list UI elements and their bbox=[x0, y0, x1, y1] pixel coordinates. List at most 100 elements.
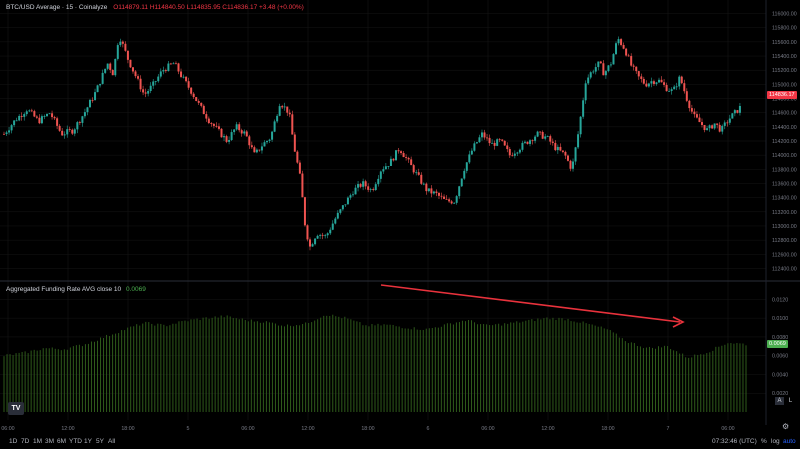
symbol-title[interactable]: BTC/USD Average · 15 · Coinalyze bbox=[6, 4, 108, 11]
candle-body bbox=[81, 116, 84, 123]
candle-body bbox=[625, 48, 628, 56]
candle-body bbox=[45, 113, 48, 117]
candle-body bbox=[546, 136, 549, 137]
candle-body bbox=[650, 81, 653, 84]
price-tick-label: 115600.00 bbox=[772, 40, 797, 46]
candle-body bbox=[334, 218, 337, 224]
candle-body bbox=[465, 162, 468, 171]
candle-body bbox=[228, 139, 231, 142]
auto-toggle[interactable]: auto bbox=[783, 438, 796, 445]
candle-body bbox=[30, 110, 33, 112]
candle-body bbox=[106, 63, 109, 69]
indicator-axis[interactable]: 0.0120 0.0100 0.0080 0.0060 0.0040 0.0020 bbox=[772, 297, 788, 397]
candle-body bbox=[357, 184, 360, 188]
candle-body bbox=[255, 149, 258, 153]
log-toggle[interactable]: log bbox=[771, 438, 780, 445]
time-axis[interactable]: 06:00 12:00 18:00 5 06:00 12:00 18:00 6 06:00 12:… bbox=[1, 426, 734, 432]
candle-body bbox=[556, 146, 559, 151]
percent-toggle[interactable]: % bbox=[761, 438, 767, 445]
range-5y[interactable]: 5Y bbox=[96, 438, 104, 445]
candle-body bbox=[463, 170, 466, 179]
price-tick-label: 115200.00 bbox=[772, 68, 797, 74]
candle-body bbox=[197, 101, 200, 103]
range-ytd[interactable]: YTD bbox=[69, 438, 82, 445]
candle-body bbox=[473, 143, 476, 151]
candle-body bbox=[293, 134, 296, 152]
indicator-tick-label: 0.0100 bbox=[772, 316, 788, 322]
candle-body bbox=[652, 81, 655, 84]
indicator-legend[interactable]: Aggregated Funding Rate AVG close 10 0.0… bbox=[6, 286, 146, 293]
symbol-legend[interactable]: BTC/USD Average · 15 · Coinalyze O114879… bbox=[6, 4, 304, 11]
candle-body bbox=[91, 99, 94, 101]
candle-body bbox=[301, 173, 304, 198]
candle-body bbox=[362, 181, 365, 187]
candle-body bbox=[258, 149, 261, 151]
candle-body bbox=[569, 160, 572, 169]
candle-body bbox=[579, 116, 582, 135]
candle-body bbox=[235, 124, 238, 130]
range-all[interactable]: All bbox=[108, 438, 116, 445]
range-6m[interactable]: 6M bbox=[57, 438, 67, 445]
lock-scale-button[interactable]: L bbox=[788, 398, 793, 404]
auto-scale-button[interactable]: A bbox=[775, 397, 784, 405]
candle-body bbox=[190, 87, 193, 94]
candle-body bbox=[119, 41, 122, 46]
candle-body bbox=[387, 165, 390, 167]
candle-body bbox=[410, 159, 413, 166]
range-1m[interactable]: 1M bbox=[33, 438, 43, 445]
candle-body bbox=[561, 150, 564, 152]
candle-body bbox=[382, 169, 385, 172]
candle-body bbox=[20, 115, 23, 117]
candle-body bbox=[174, 63, 177, 65]
candle-body bbox=[217, 126, 220, 129]
price-tick-label: 113400.00 bbox=[772, 196, 797, 202]
candle-body bbox=[233, 129, 236, 133]
tradingview-logo-icon[interactable]: TV bbox=[8, 402, 24, 415]
candle-body bbox=[53, 117, 56, 119]
candle-body bbox=[564, 151, 567, 156]
candle-body bbox=[617, 39, 620, 44]
candle-body bbox=[134, 71, 137, 77]
candle-body bbox=[516, 152, 519, 154]
candle-body bbox=[706, 128, 709, 131]
candle-body bbox=[670, 89, 673, 91]
candle-body bbox=[377, 178, 380, 185]
price-tick-label: 113800.00 bbox=[772, 167, 797, 173]
range-3m[interactable]: 3M bbox=[45, 438, 55, 445]
range-1d[interactable]: 1D bbox=[9, 438, 18, 445]
candle-body bbox=[88, 99, 91, 108]
candle-body bbox=[167, 63, 170, 72]
candle-body bbox=[139, 78, 142, 90]
candle-body bbox=[620, 39, 623, 45]
indicator-title[interactable]: Aggregated Funding Rate AVG close 10 bbox=[6, 286, 122, 293]
candle-body bbox=[518, 149, 521, 153]
candle-body bbox=[609, 64, 612, 66]
candle-body bbox=[286, 106, 289, 113]
candle-body bbox=[425, 183, 428, 192]
candle-body bbox=[185, 76, 188, 82]
candle-body bbox=[597, 61, 600, 68]
candle-body bbox=[384, 166, 387, 170]
ohlc-values: O114879.11 H114840.50 L114835.95 C114836… bbox=[113, 4, 304, 11]
candle-body bbox=[523, 141, 526, 143]
trend-arrow[interactable] bbox=[380, 284, 685, 328]
utc-clock[interactable]: 07:32:46 (UTC) bbox=[712, 438, 757, 445]
candle-body bbox=[435, 191, 438, 193]
price-candles bbox=[3, 36, 741, 251]
price-axis[interactable]: 116000.00 115800.00 115600.00 115400.00 1152… bbox=[772, 12, 797, 273]
candle-body bbox=[716, 123, 719, 125]
range-7d[interactable]: 7D bbox=[21, 438, 30, 445]
candle-body bbox=[432, 191, 435, 194]
candle-body bbox=[38, 117, 41, 124]
candle-body bbox=[437, 192, 440, 196]
candle-body bbox=[738, 105, 741, 113]
gear-icon[interactable]: ⚙ bbox=[782, 422, 790, 431]
range-1y[interactable]: 1Y bbox=[84, 438, 92, 445]
candle-body bbox=[243, 131, 246, 134]
candle-body bbox=[675, 86, 678, 88]
time-tick-label: 5 bbox=[187, 426, 190, 432]
price-tick-label: 112600.00 bbox=[772, 252, 797, 258]
candle-body bbox=[205, 114, 208, 119]
candle-body bbox=[647, 83, 650, 87]
